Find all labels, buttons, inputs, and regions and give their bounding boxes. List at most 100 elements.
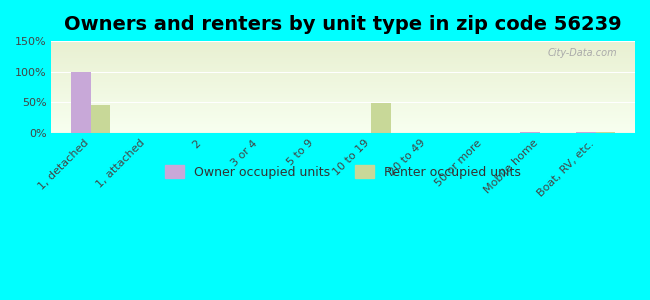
Bar bbox=[51, 102, 635, 103]
Bar bbox=[51, 100, 635, 101]
Bar bbox=[51, 121, 635, 122]
Bar bbox=[51, 85, 635, 86]
Bar bbox=[51, 69, 635, 70]
Bar bbox=[51, 112, 635, 113]
Bar bbox=[51, 106, 635, 107]
Bar bbox=[51, 82, 635, 83]
Bar bbox=[51, 129, 635, 130]
Bar bbox=[51, 60, 635, 61]
Bar bbox=[51, 74, 635, 75]
Bar bbox=[520, 132, 540, 133]
Bar bbox=[51, 43, 635, 44]
Bar bbox=[576, 132, 596, 133]
Bar bbox=[51, 54, 635, 55]
Bar bbox=[51, 107, 635, 108]
Bar bbox=[371, 103, 391, 133]
Bar bbox=[51, 120, 635, 121]
Bar bbox=[51, 47, 635, 48]
Bar bbox=[51, 116, 635, 117]
Bar bbox=[51, 61, 635, 62]
Bar bbox=[51, 131, 635, 132]
Bar bbox=[51, 111, 635, 112]
Bar bbox=[51, 95, 635, 96]
Bar bbox=[51, 132, 635, 133]
Bar bbox=[51, 68, 635, 69]
Bar bbox=[51, 64, 635, 65]
Bar bbox=[51, 57, 635, 58]
Bar bbox=[51, 98, 635, 99]
Bar bbox=[51, 62, 635, 63]
Bar bbox=[51, 42, 635, 43]
Bar bbox=[51, 80, 635, 81]
Bar bbox=[51, 99, 635, 100]
Bar bbox=[51, 79, 635, 80]
Bar bbox=[51, 71, 635, 72]
Legend: Owner occupied units, Renter occupied units: Owner occupied units, Renter occupied un… bbox=[161, 160, 526, 184]
Bar bbox=[51, 89, 635, 90]
Bar bbox=[51, 87, 635, 88]
Bar bbox=[51, 104, 635, 105]
Title: Owners and renters by unit type in zip code 56239: Owners and renters by unit type in zip c… bbox=[64, 15, 622, 34]
Bar bbox=[71, 72, 91, 133]
Bar bbox=[596, 132, 616, 133]
Bar bbox=[51, 91, 635, 92]
Bar bbox=[51, 75, 635, 76]
Bar bbox=[51, 67, 635, 68]
Bar bbox=[51, 63, 635, 64]
Bar bbox=[51, 122, 635, 123]
Bar bbox=[51, 94, 635, 95]
Bar bbox=[51, 46, 635, 47]
Bar bbox=[51, 127, 635, 128]
Bar bbox=[51, 97, 635, 98]
Bar bbox=[51, 124, 635, 125]
Bar bbox=[51, 73, 635, 74]
Bar bbox=[51, 123, 635, 124]
Bar bbox=[51, 52, 635, 53]
Bar bbox=[51, 119, 635, 120]
Bar bbox=[51, 93, 635, 94]
Bar bbox=[51, 128, 635, 129]
Bar bbox=[51, 90, 635, 91]
Bar bbox=[51, 110, 635, 111]
Bar bbox=[51, 70, 635, 71]
Bar bbox=[51, 92, 635, 93]
Bar bbox=[51, 49, 635, 50]
Bar bbox=[51, 108, 635, 109]
Bar bbox=[51, 115, 635, 116]
Bar bbox=[51, 105, 635, 106]
Bar bbox=[51, 96, 635, 97]
Bar bbox=[51, 113, 635, 114]
Bar bbox=[51, 48, 635, 49]
Bar bbox=[51, 72, 635, 73]
Bar bbox=[51, 56, 635, 57]
Bar bbox=[51, 66, 635, 67]
Bar bbox=[51, 44, 635, 45]
Bar bbox=[51, 88, 635, 89]
Bar bbox=[51, 125, 635, 126]
Bar bbox=[51, 109, 635, 110]
Text: City-Data.com: City-Data.com bbox=[548, 49, 617, 58]
Bar bbox=[51, 41, 635, 42]
Bar bbox=[51, 118, 635, 119]
Bar bbox=[51, 59, 635, 60]
Bar bbox=[51, 58, 635, 59]
Bar bbox=[51, 117, 635, 118]
Bar bbox=[51, 65, 635, 66]
Bar bbox=[51, 50, 635, 51]
Bar bbox=[51, 55, 635, 56]
Bar bbox=[51, 76, 635, 77]
Bar bbox=[51, 126, 635, 127]
Bar bbox=[51, 78, 635, 79]
Bar bbox=[51, 51, 635, 52]
Bar bbox=[51, 103, 635, 104]
Bar bbox=[51, 130, 635, 131]
Bar bbox=[51, 45, 635, 46]
Bar bbox=[51, 81, 635, 82]
Bar bbox=[91, 106, 111, 133]
Bar bbox=[51, 101, 635, 102]
Bar bbox=[51, 86, 635, 87]
Bar bbox=[51, 53, 635, 54]
Bar bbox=[51, 83, 635, 84]
Bar bbox=[51, 77, 635, 78]
Bar bbox=[51, 114, 635, 115]
